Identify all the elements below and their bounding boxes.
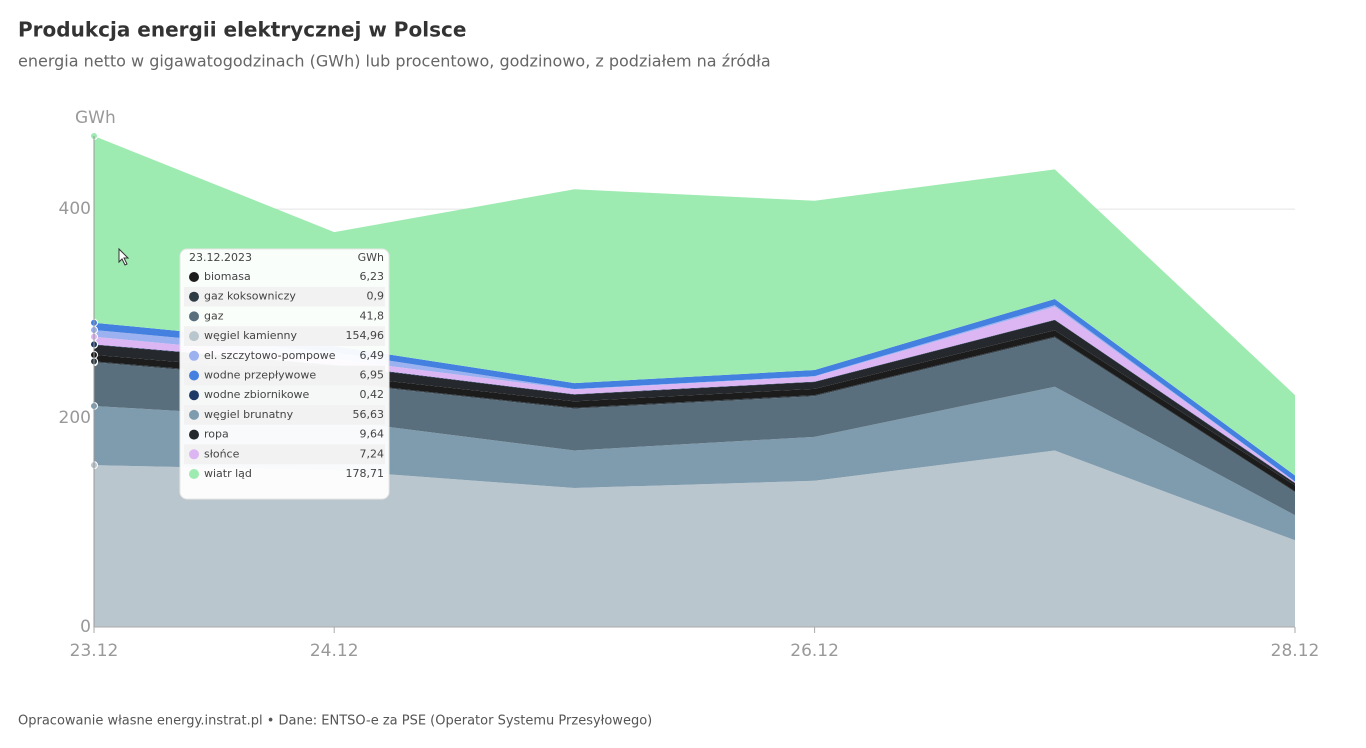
tooltip-value: 0,9 — [367, 290, 385, 303]
tooltip-name: gaz koksowniczy — [204, 290, 296, 303]
tooltip-title: 23.12.2023 — [189, 251, 252, 264]
plot-area: węgiel kamiennywęgiel brunatnygazgaz kok… — [90, 132, 1295, 627]
tooltip-dot — [189, 272, 199, 282]
tooltip-row-bg — [184, 365, 385, 386]
tooltip-dot — [189, 370, 199, 381]
tooltip-value: 7,24 — [360, 447, 385, 460]
chart-title: Produkcja energii elektrycznej w Polsce — [18, 18, 466, 42]
tooltip-dot — [189, 469, 199, 479]
tooltip-dot — [189, 449, 199, 460]
chart-subtitle: energia netto w gigawatogodzinach (GWh) … — [18, 52, 771, 71]
y-axis-label: GWh — [75, 108, 116, 128]
tooltip-value: 6,95 — [360, 369, 385, 382]
tooltip-value: 178,71 — [346, 467, 385, 480]
area: węgiel brunatny — [94, 386, 1295, 541]
tooltip-value: 0,42 — [360, 388, 385, 401]
y-tick-label: 200 — [59, 408, 91, 428]
mouse-cursor — [118, 247, 130, 266]
tooltip-row-bg — [184, 444, 385, 465]
tooltip-dot — [189, 429, 199, 440]
tooltip-name: wodne przepływowe — [204, 369, 316, 382]
tooltip-name: węgiel kamienny — [204, 329, 298, 342]
tooltip-dot — [189, 311, 199, 322]
axes: 0 200 400 23.12 24.12 26.12 28.12 — [59, 136, 1320, 661]
area: wiatr ląd — [94, 136, 1295, 476]
tooltip: 23.12.2023 GWh biomasa 6,23 gaz koksowniczy 0… — [179, 248, 390, 500]
tooltip-name: el. szczytowo-pompowe — [204, 349, 336, 362]
area: węgiel kamienny — [94, 450, 1295, 627]
x-tick-label: 26.12 — [790, 641, 839, 661]
y-tick-label: 0 — [80, 617, 91, 637]
tooltip-name: węgiel brunatny — [204, 408, 294, 421]
tooltip-value: 6,49 — [360, 349, 385, 362]
tooltip-row-bg — [184, 326, 385, 346]
tooltip-dot — [189, 350, 199, 361]
tooltip-name: ropa — [204, 428, 229, 441]
tooltip-name: gaz — [204, 309, 224, 322]
tooltip-value: 9,64 — [360, 428, 385, 441]
tooltip-value: 154,96 — [346, 329, 385, 342]
tooltip-dot — [189, 331, 199, 342]
tooltip-dot — [189, 390, 199, 401]
tooltip-value: 6,23 — [360, 270, 385, 283]
tooltip-name: wodne zbiornikowe — [204, 388, 310, 401]
tooltip-dot — [189, 291, 199, 302]
area: gaz — [94, 337, 1295, 516]
tooltip-name: słońce — [204, 447, 240, 460]
tooltip-row-bg — [184, 405, 385, 425]
x-tick-label: 24.12 — [310, 641, 359, 661]
x-tick-label: 28.12 — [1271, 641, 1320, 661]
y-tick-label: 400 — [59, 199, 91, 219]
tooltip-name: wiatr ląd — [204, 467, 252, 480]
tooltip-row-bg — [184, 286, 385, 307]
tooltip-value: 56,63 — [353, 408, 385, 421]
tooltip-unit: GWh — [358, 251, 384, 264]
tooltip-value: 41,8 — [360, 309, 385, 322]
source-note: Opracowanie własne energy.instrat.pl • D… — [18, 714, 652, 729]
x-tick-label: 23.12 — [70, 641, 119, 661]
tooltip-dot — [189, 409, 199, 420]
tooltip-name: biomasa — [204, 270, 251, 283]
